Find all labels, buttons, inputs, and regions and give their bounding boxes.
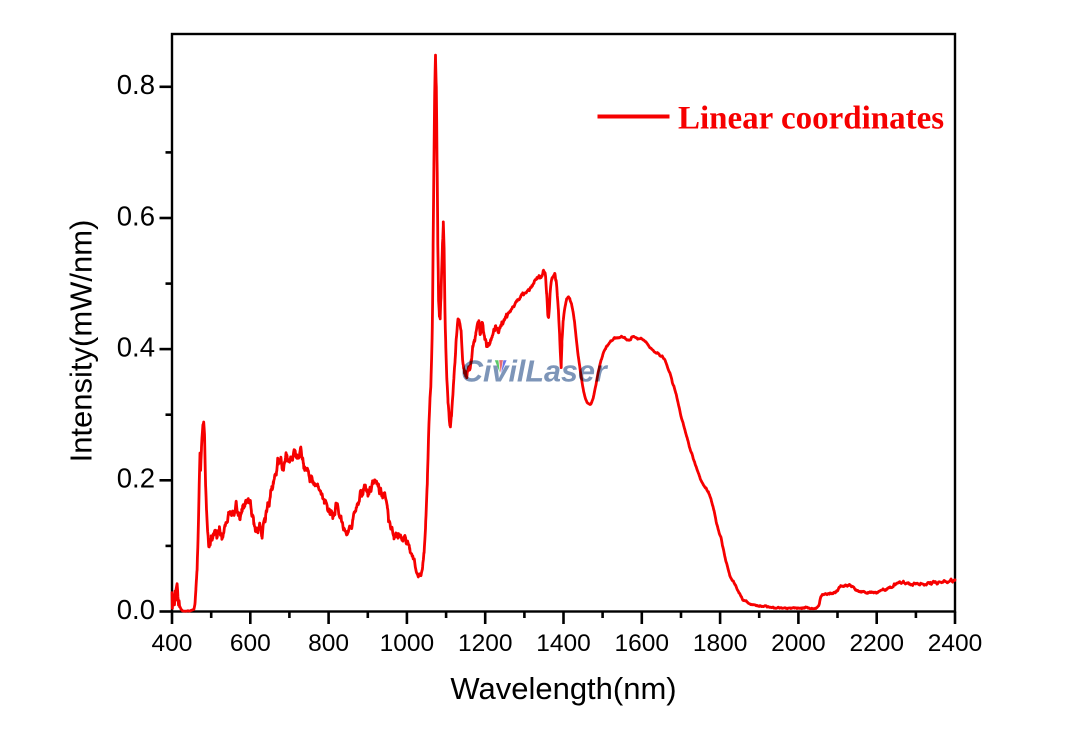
svg-text:2000: 2000 bbox=[771, 630, 826, 657]
svg-text:1000: 1000 bbox=[380, 630, 435, 657]
svg-text:600: 600 bbox=[230, 630, 271, 657]
svg-text:0.4: 0.4 bbox=[117, 332, 155, 363]
svg-text:2200: 2200 bbox=[849, 630, 904, 657]
svg-text:0.2: 0.2 bbox=[117, 463, 155, 494]
svg-text:1400: 1400 bbox=[536, 630, 591, 657]
svg-text:CivilLaser: CivilLaser bbox=[461, 355, 609, 389]
svg-text:0.8: 0.8 bbox=[117, 69, 155, 100]
svg-text:0.0: 0.0 bbox=[117, 594, 155, 625]
svg-text:0.6: 0.6 bbox=[117, 200, 155, 231]
svg-text:1200: 1200 bbox=[458, 630, 513, 657]
svg-text:Linear coordinates: Linear coordinates bbox=[678, 101, 944, 137]
svg-text:Wavelength(nm): Wavelength(nm) bbox=[450, 671, 676, 706]
svg-text:Intensity(mW/nm): Intensity(mW/nm) bbox=[64, 220, 99, 463]
svg-text:400: 400 bbox=[152, 630, 193, 657]
svg-text:1800: 1800 bbox=[693, 630, 748, 657]
svg-text:800: 800 bbox=[308, 630, 349, 657]
svg-text:2400: 2400 bbox=[928, 630, 983, 657]
svg-text:1600: 1600 bbox=[615, 630, 670, 657]
